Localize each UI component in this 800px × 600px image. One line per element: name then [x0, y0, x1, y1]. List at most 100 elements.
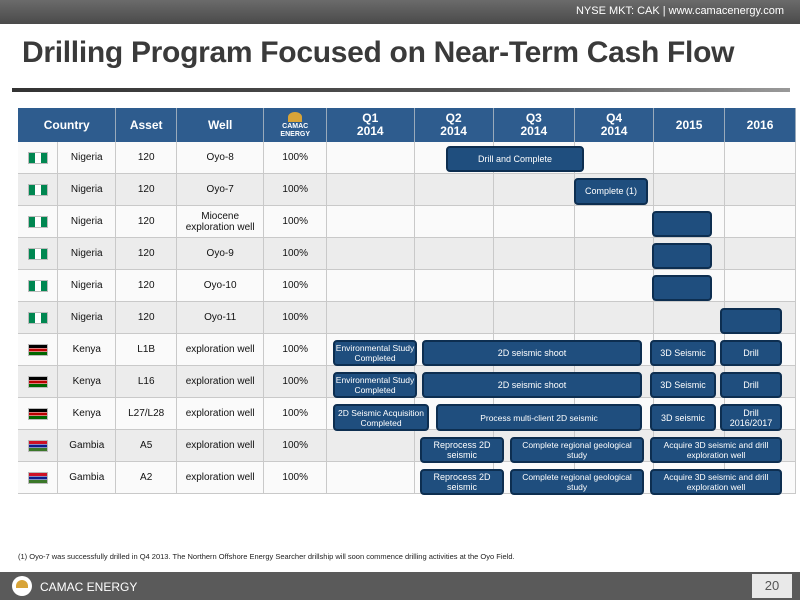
timeline-cell [326, 173, 415, 206]
timeline-cell [724, 205, 796, 238]
country-cell: Kenya [57, 333, 117, 366]
kenya-flag-icon [27, 343, 48, 356]
well-cell: exploration well [176, 429, 265, 462]
flag-cell [18, 142, 59, 174]
well-cell: Oyo-11 [176, 301, 265, 334]
timeline-cell [493, 237, 576, 270]
timeline-cell [493, 269, 576, 302]
page-title: Drilling Program Focused on Near-Term Ca… [22, 36, 735, 69]
table-row: Nigeria 120 Oyo-8 100% [18, 142, 796, 174]
asset-cell: A2 [115, 461, 177, 494]
nigeria-flag-icon [27, 183, 48, 196]
working-interest-cell: 100% [263, 365, 327, 398]
timeline-cell [414, 237, 494, 270]
activity-bar: Complete (1) [574, 178, 648, 205]
page-number: 20 [752, 574, 792, 598]
timeline-cell [724, 173, 796, 206]
flag-cell [18, 429, 59, 462]
timeline-cell [724, 142, 796, 174]
country-cell: Nigeria [57, 237, 117, 270]
timeline-cell [326, 429, 415, 462]
kenya-flag-icon [27, 407, 48, 420]
activity-bar: 3D Seismic [650, 372, 716, 399]
activity-bar: Drill and Complete [446, 146, 584, 173]
working-interest-cell: 100% [263, 205, 327, 238]
col-country: Country [18, 108, 117, 142]
working-interest-cell: 100% [263, 333, 327, 366]
flag-cell [18, 301, 59, 334]
timeline-cell [574, 142, 655, 174]
timeline-cell [326, 142, 415, 174]
asset-cell: 120 [115, 205, 177, 238]
well-cell: Oyo-10 [176, 269, 265, 302]
col-q2: Q2 2014 [414, 108, 494, 142]
col-logo: CAMAC ENERGY [263, 108, 327, 142]
asset-cell: L1B [115, 333, 177, 366]
table-row: Nigeria 120 Oyo-11 100% [18, 301, 796, 334]
col-q1: Q1 2014 [326, 108, 415, 142]
activity-bar: Environmental Study Completed [333, 339, 417, 367]
asset-cell: 120 [115, 142, 177, 174]
flag-cell [18, 333, 59, 366]
timeline-cell [414, 205, 494, 238]
well-cell: Oyo-8 [176, 142, 265, 174]
asset-cell: A5 [115, 429, 177, 462]
activity-bar: Drill [720, 339, 782, 367]
well-cell: Oyo-7 [176, 173, 265, 206]
country-cell: Kenya [57, 365, 117, 398]
timeline-cell [414, 269, 494, 302]
col-2015: 2015 [653, 108, 726, 142]
activity-bar: 2D seismic shoot [422, 339, 642, 367]
table-row: Nigeria 120 Oyo-10 100% [18, 269, 796, 302]
title-divider [12, 88, 790, 92]
gambia-flag-icon [27, 471, 48, 484]
asset-cell: 120 [115, 237, 177, 270]
well-cell: exploration well [176, 461, 265, 494]
nigeria-flag-icon [27, 247, 48, 260]
timeline-cell [326, 237, 415, 270]
flag-cell [18, 365, 59, 398]
timeline-cell [574, 301, 655, 334]
kenya-flag-icon [27, 375, 48, 388]
timeline-cell [326, 461, 415, 494]
timeline-cell [414, 173, 494, 206]
flag-cell [18, 461, 59, 494]
activity-bar: Complete regional geological study [510, 469, 644, 496]
activity-bar: Environmental Study Completed [333, 372, 417, 399]
gambia-flag-icon [27, 439, 48, 452]
timeline-cell [653, 173, 726, 206]
timeline-cell [326, 269, 415, 302]
footer-brand: CAMAC ENERGY [40, 580, 138, 594]
timeline-cell [414, 301, 494, 334]
asset-cell: L16 [115, 365, 177, 398]
col-q3: Q3 2014 [493, 108, 576, 142]
country-cell: Gambia [57, 429, 117, 462]
country-cell: Nigeria [57, 173, 117, 206]
asset-cell: 120 [115, 269, 177, 302]
activity-bar: Drill 2016/2017 [720, 404, 782, 431]
flag-cell [18, 269, 59, 302]
camac-logo: CAMAC ENERGY [277, 111, 313, 139]
well-cell: exploration well [176, 365, 265, 398]
working-interest-cell: 100% [263, 429, 327, 462]
country-cell: Nigeria [57, 301, 117, 334]
activity-bar: Reprocess 2D seismic [420, 436, 504, 463]
well-cell: Miocene exploration well [176, 205, 265, 238]
timeline-cell [653, 142, 726, 174]
activity-bar: 2D Seismic Acquisition Completed [333, 404, 429, 431]
asset-cell: L27/L28 [115, 397, 177, 430]
nigeria-flag-icon [27, 215, 48, 228]
flag-cell [18, 205, 59, 238]
well-cell: exploration well [176, 333, 265, 366]
country-cell: Nigeria [57, 269, 117, 302]
working-interest-cell: 100% [263, 269, 327, 302]
flag-cell [18, 173, 59, 206]
bottom-bar: CAMAC ENERGY 20 [0, 572, 800, 600]
well-cell: Oyo-9 [176, 237, 265, 270]
col-well: Well [176, 108, 265, 142]
flag-cell [18, 237, 59, 270]
activity-bar [652, 275, 712, 302]
activity-bar: Reprocess 2D seismic [420, 469, 504, 496]
country-cell: Nigeria [57, 205, 117, 238]
timeline-cell [326, 205, 415, 238]
